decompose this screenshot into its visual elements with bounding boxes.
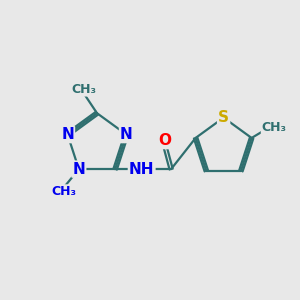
Text: N: N	[120, 127, 133, 142]
Text: NH: NH	[129, 162, 154, 177]
Text: CH₃: CH₃	[52, 185, 76, 198]
Text: CH₃: CH₃	[71, 82, 96, 95]
Text: S: S	[218, 110, 229, 125]
Text: O: O	[158, 133, 171, 148]
Text: N: N	[61, 127, 74, 142]
Text: N: N	[73, 162, 85, 177]
Text: CH₃: CH₃	[262, 121, 287, 134]
